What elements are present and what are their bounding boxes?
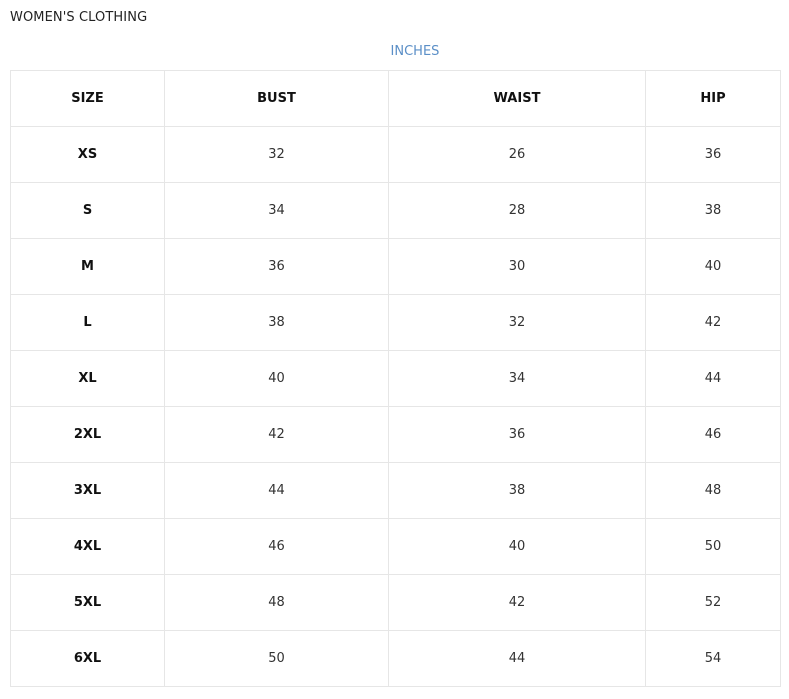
size-cell: 4XL <box>10 518 165 575</box>
size-cell: 6XL <box>10 630 165 687</box>
page-title: WOMEN'S CLOTHING <box>10 10 148 25</box>
bust-cell: 50 <box>164 630 389 687</box>
waist-cell: 38 <box>388 462 646 519</box>
waist-cell: 44 <box>388 630 646 687</box>
column-header-size: SIZE <box>10 70 165 127</box>
table-row: M 36 30 40 <box>10 238 781 295</box>
table-row: L 38 32 42 <box>10 294 781 351</box>
size-cell: M <box>10 238 165 295</box>
hip-cell: 36 <box>645 126 781 183</box>
size-cell: 3XL <box>10 462 165 519</box>
size-chart-table: SIZE BUST WAIST HIP XS 32 26 36 S 34 28 38 M 36 30 40 L… <box>10 70 781 687</box>
bust-cell: 32 <box>164 126 389 183</box>
waist-cell: 28 <box>388 182 646 239</box>
bust-cell: 48 <box>164 574 389 631</box>
table-row: XL 40 34 44 <box>10 350 781 407</box>
table-header-row: SIZE BUST WAIST HIP <box>10 70 781 127</box>
bust-cell: 34 <box>164 182 389 239</box>
size-cell: L <box>10 294 165 351</box>
bust-cell: 46 <box>164 518 389 575</box>
waist-cell: 34 <box>388 350 646 407</box>
hip-cell: 40 <box>645 238 781 295</box>
column-header-hip: HIP <box>645 70 781 127</box>
waist-cell: 42 <box>388 574 646 631</box>
waist-cell: 36 <box>388 406 646 463</box>
waist-cell: 26 <box>388 126 646 183</box>
waist-cell: 32 <box>388 294 646 351</box>
bust-cell: 36 <box>164 238 389 295</box>
hip-cell: 46 <box>645 406 781 463</box>
hip-cell: 48 <box>645 462 781 519</box>
unit-label: INCHES <box>390 44 440 59</box>
size-cell: XL <box>10 350 165 407</box>
hip-cell: 50 <box>645 518 781 575</box>
hip-cell: 38 <box>645 182 781 239</box>
column-header-bust: BUST <box>164 70 389 127</box>
table-row: 3XL 44 38 48 <box>10 462 781 519</box>
size-cell: 2XL <box>10 406 165 463</box>
size-cell: 5XL <box>10 574 165 631</box>
hip-cell: 54 <box>645 630 781 687</box>
bust-cell: 42 <box>164 406 389 463</box>
table-row: 5XL 48 42 52 <box>10 574 781 631</box>
size-cell: XS <box>10 126 165 183</box>
hip-cell: 44 <box>645 350 781 407</box>
bust-cell: 44 <box>164 462 389 519</box>
table-row: XS 32 26 36 <box>10 126 781 183</box>
bust-cell: 38 <box>164 294 389 351</box>
table-row: S 34 28 38 <box>10 182 781 239</box>
table-row: 2XL 42 36 46 <box>10 406 781 463</box>
column-header-waist: WAIST <box>388 70 646 127</box>
waist-cell: 40 <box>388 518 646 575</box>
waist-cell: 30 <box>388 238 646 295</box>
bust-cell: 40 <box>164 350 389 407</box>
hip-cell: 42 <box>645 294 781 351</box>
table-row: 6XL 50 44 54 <box>10 630 781 687</box>
hip-cell: 52 <box>645 574 781 631</box>
table-row: 4XL 46 40 50 <box>10 518 781 575</box>
size-cell: S <box>10 182 165 239</box>
